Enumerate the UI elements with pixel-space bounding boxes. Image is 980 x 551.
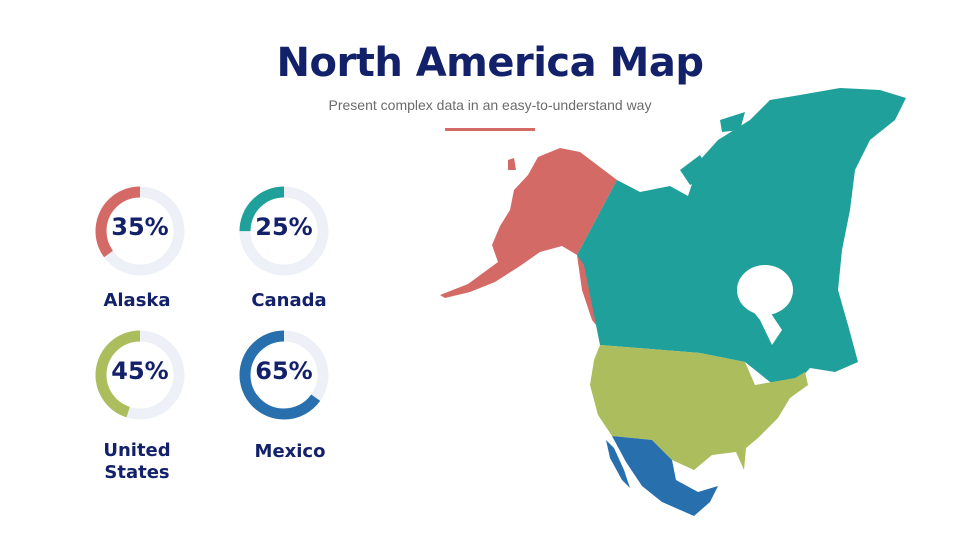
hudson-bay	[737, 265, 793, 315]
donut-mexico: 65%	[239, 330, 329, 420]
donut-alaska: 35%	[95, 186, 185, 276]
james-bay	[748, 305, 782, 345]
accent-divider	[445, 128, 535, 131]
percent-value: 65%	[255, 357, 313, 385]
percent-value: 25%	[255, 213, 313, 241]
donut-arc	[95, 330, 185, 420]
page-subtitle: Present complex data in an easy-to-under…	[328, 97, 652, 113]
map-region-canada[interactable]	[577, 88, 906, 390]
donut-arc	[239, 330, 329, 420]
map-region-mexico[interactable]	[606, 436, 718, 516]
region-label: Mexico	[254, 441, 326, 462]
donut-arc	[239, 186, 329, 276]
region-label: Alaska	[103, 290, 171, 311]
page-title: North America Map	[276, 40, 704, 86]
donut-chart	[239, 186, 329, 276]
donut-chart	[95, 330, 185, 420]
map-region-united-states[interactable]	[590, 345, 808, 470]
donut-arc	[95, 186, 185, 276]
donut-chart	[95, 186, 185, 276]
region-label: United States	[103, 440, 171, 483]
donut-chart	[239, 330, 329, 420]
region-label: Canada	[251, 290, 327, 311]
percent-value: 45%	[111, 357, 169, 385]
percent-value: 35%	[111, 213, 169, 241]
donut-united-states: 45%	[95, 330, 185, 420]
donut-canada: 25%	[239, 186, 329, 276]
